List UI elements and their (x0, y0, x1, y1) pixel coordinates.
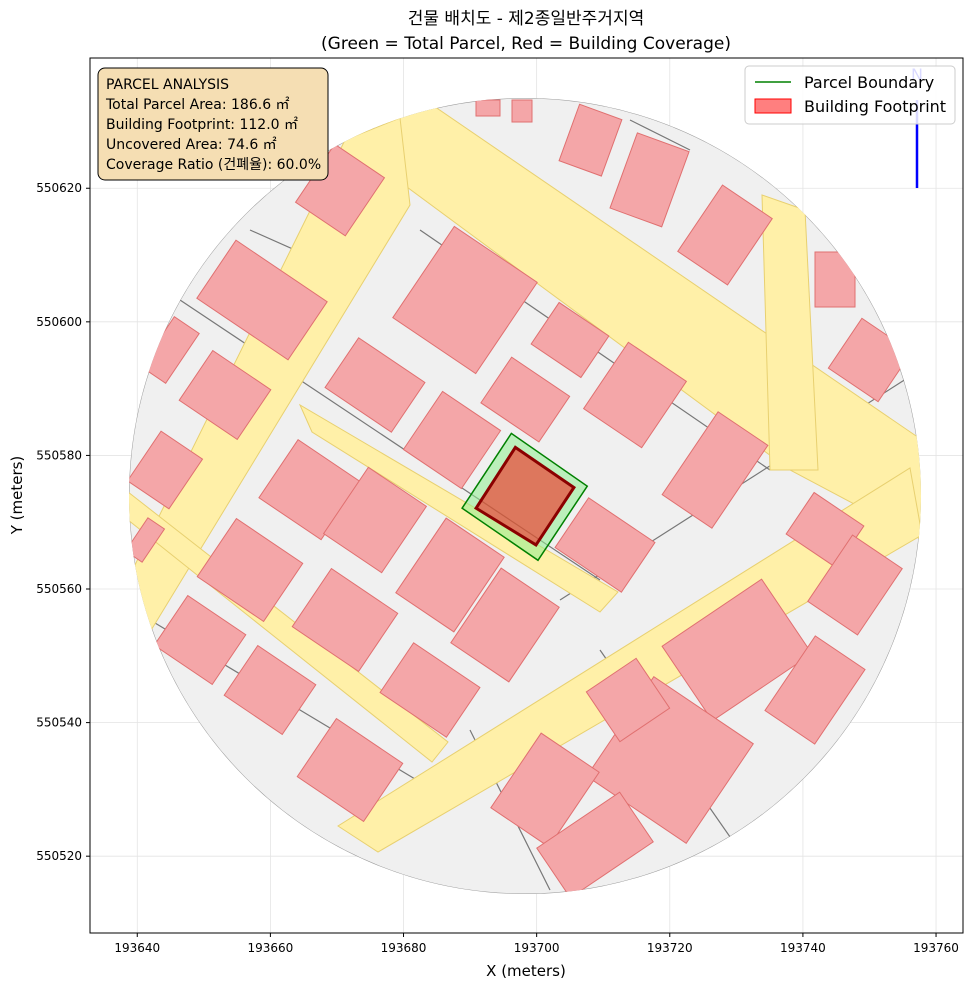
roads (129, 99, 921, 853)
chart-title: 건물 배치도 - 제2종일반주거지역 (408, 9, 644, 29)
info-line: Coverage Ratio (건폐율): 60.0% (106, 157, 321, 173)
x-tick-label: 193740 (780, 941, 826, 955)
info-line: Total Parcel Area: 186.6 ㎡ (105, 97, 290, 113)
y-tick-label: 550560 (36, 582, 82, 596)
x-tick-label: 193700 (514, 941, 560, 955)
info-box-frame (97, 67, 329, 181)
plot-frame (89, 57, 964, 934)
info-box: PARCEL ANALYSIS Total Parcel Area: 186.6 … (97, 67, 329, 181)
chart-subtitle: (Green = Total Parcel, Red = Building Co… (321, 34, 731, 54)
y-tick-label: 550520 (36, 849, 82, 863)
legend: Parcel Boundary Building Footprint (744, 65, 956, 125)
x-axis-label: X (meters) (486, 962, 566, 980)
y-tick-label: 550580 (36, 448, 82, 462)
x-tick-label: 193660 (247, 941, 293, 955)
x-tick-label: 193680 (381, 941, 427, 955)
building-footprint (473, 445, 576, 547)
y-axis-label: Y (meters) (8, 456, 26, 536)
y-tick-label: 550540 (36, 716, 82, 730)
info-line: Building Footprint: 112.0 ㎡ (106, 117, 298, 133)
y-tick-label: 550620 (36, 181, 82, 195)
legend-label: Parcel Boundary (804, 73, 934, 92)
data-layer (461, 432, 589, 562)
legend-patch (754, 98, 792, 114)
y-tick-label: 550600 (36, 315, 82, 329)
x-tick-label: 193760 (913, 941, 959, 955)
legend-label: Building Footprint (804, 97, 946, 116)
info-line: Uncovered Area: 74.6 ㎡ (106, 137, 277, 153)
legend-frame (744, 65, 956, 125)
x-tick-label: 193720 (647, 941, 693, 955)
info-line: PARCEL ANALYSIS (106, 77, 229, 93)
x-tick-label: 193640 (114, 941, 160, 955)
